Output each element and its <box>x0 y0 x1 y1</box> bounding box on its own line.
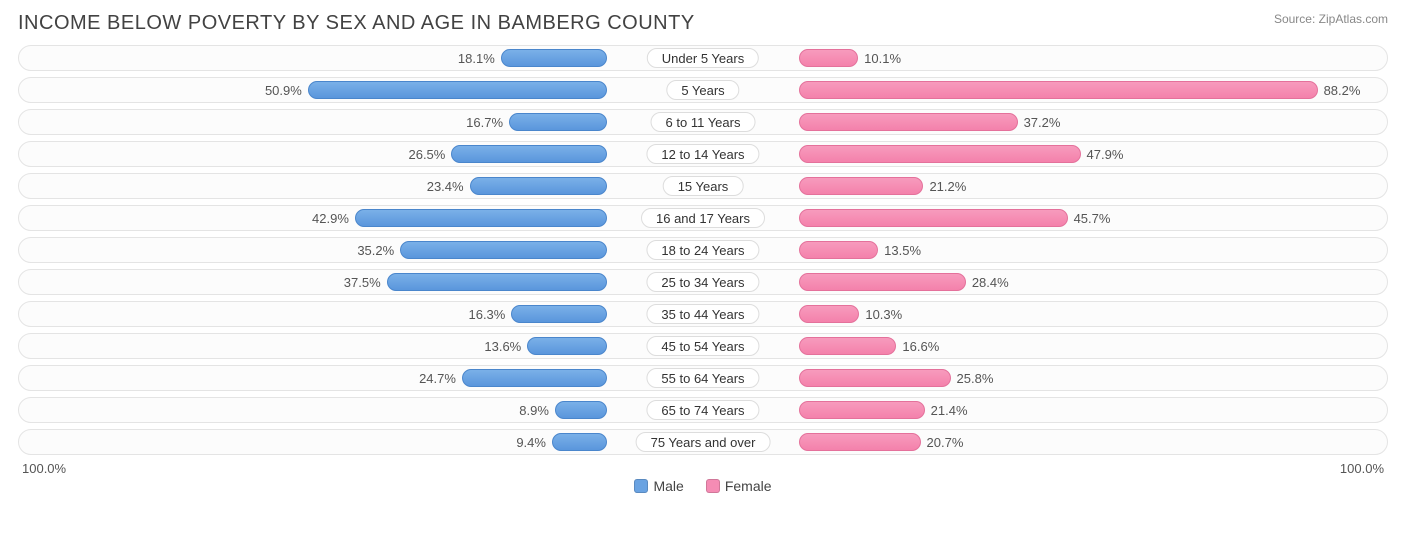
male-value-label: 18.1% <box>458 46 501 70</box>
category-label: Under 5 Years <box>647 48 759 68</box>
category-label: 65 to 74 Years <box>646 400 759 420</box>
category-label: 15 Years <box>663 176 744 196</box>
male-value-label: 8.9% <box>519 398 555 422</box>
male-bar <box>400 241 607 259</box>
male-bar <box>451 145 607 163</box>
male-value-label: 35.2% <box>357 238 400 262</box>
female-value-label: 28.4% <box>966 270 1009 294</box>
category-label: 25 to 34 Years <box>646 272 759 292</box>
axis-left-label: 100.0% <box>22 461 66 476</box>
category-label: 12 to 14 Years <box>646 144 759 164</box>
male-bar <box>511 305 607 323</box>
category-label: 35 to 44 Years <box>646 304 759 324</box>
male-bar <box>527 337 607 355</box>
female-value-label: 88.2% <box>1318 78 1361 102</box>
chart-row: 50.9% 88.2% 5 Years <box>18 77 1388 103</box>
category-label: 55 to 64 Years <box>646 368 759 388</box>
female-value-label: 10.3% <box>859 302 902 326</box>
female-bar <box>799 369 951 387</box>
chart-row: 42.9% 45.7% 16 and 17 Years <box>18 205 1388 231</box>
male-bar <box>462 369 607 387</box>
female-bar <box>799 273 966 291</box>
female-value-label: 25.8% <box>951 366 994 390</box>
female-bar <box>799 209 1068 227</box>
female-bar <box>799 305 860 323</box>
category-label: 18 to 24 Years <box>646 240 759 260</box>
chart-source: Source: ZipAtlas.com <box>1274 12 1388 26</box>
male-swatch-icon <box>634 479 648 493</box>
category-label: 16 and 17 Years <box>641 208 765 228</box>
female-bar <box>799 241 878 259</box>
chart-row: 23.4% 21.2% 15 Years <box>18 173 1388 199</box>
female-value-label: 16.6% <box>896 334 939 358</box>
female-bar <box>799 145 1081 163</box>
female-value-label: 37.2% <box>1018 110 1061 134</box>
male-value-label: 16.3% <box>468 302 511 326</box>
x-axis: 100.0% 100.0% <box>18 461 1388 476</box>
male-bar <box>308 81 607 99</box>
chart-row: 37.5% 28.4% 25 to 34 Years <box>18 269 1388 295</box>
male-value-label: 42.9% <box>312 206 355 230</box>
male-bar <box>470 177 608 195</box>
female-value-label: 13.5% <box>878 238 921 262</box>
male-bar <box>509 113 607 131</box>
male-value-label: 16.7% <box>466 110 509 134</box>
chart-row: 18.1% 10.1% Under 5 Years <box>18 45 1388 71</box>
legend-male-label: Male <box>653 478 683 494</box>
female-value-label: 45.7% <box>1068 206 1111 230</box>
female-value-label: 47.9% <box>1081 142 1124 166</box>
category-label: 45 to 54 Years <box>646 336 759 356</box>
male-bar <box>387 273 608 291</box>
legend-female: Female <box>706 478 772 494</box>
chart-row: 24.7% 25.8% 55 to 64 Years <box>18 365 1388 391</box>
chart-title: INCOME BELOW POVERTY BY SEX AND AGE IN B… <box>18 12 695 35</box>
female-bar <box>799 337 897 355</box>
female-bar <box>799 49 858 67</box>
chart-row: 35.2% 13.5% 18 to 24 Years <box>18 237 1388 263</box>
female-value-label: 21.2% <box>923 174 966 198</box>
male-bar <box>501 49 607 67</box>
chart-row: 9.4% 20.7% 75 Years and over <box>18 429 1388 455</box>
male-value-label: 13.6% <box>484 334 527 358</box>
female-bar <box>799 177 924 195</box>
female-bar <box>799 113 1018 131</box>
chart-header: INCOME BELOW POVERTY BY SEX AND AGE IN B… <box>18 12 1388 35</box>
legend: Male Female <box>18 478 1388 494</box>
category-label: 6 to 11 Years <box>651 112 756 132</box>
male-value-label: 9.4% <box>516 430 552 454</box>
chart-row: 26.5% 47.9% 12 to 14 Years <box>18 141 1388 167</box>
female-swatch-icon <box>706 479 720 493</box>
chart-row: 8.9% 21.4% 65 to 74 Years <box>18 397 1388 423</box>
legend-female-label: Female <box>725 478 772 494</box>
male-value-label: 24.7% <box>419 366 462 390</box>
male-bar <box>555 401 607 419</box>
legend-male: Male <box>634 478 683 494</box>
category-label: 5 Years <box>666 80 739 100</box>
male-value-label: 50.9% <box>265 78 308 102</box>
chart-row: 16.7% 37.2% 6 to 11 Years <box>18 109 1388 135</box>
male-value-label: 37.5% <box>344 270 387 294</box>
diverging-bar-chart: 18.1% 10.1% Under 5 Years 50.9% 88.2% 5 Years… <box>18 45 1388 455</box>
female-bar <box>799 81 1318 99</box>
female-value-label: 10.1% <box>858 46 901 70</box>
male-value-label: 26.5% <box>408 142 451 166</box>
female-value-label: 21.4% <box>925 398 968 422</box>
female-bar <box>799 401 925 419</box>
male-value-label: 23.4% <box>427 174 470 198</box>
axis-right-label: 100.0% <box>1340 461 1384 476</box>
female-bar <box>799 433 921 451</box>
chart-row: 16.3% 10.3% 35 to 44 Years <box>18 301 1388 327</box>
female-value-label: 20.7% <box>921 430 964 454</box>
chart-row: 13.6% 16.6% 45 to 54 Years <box>18 333 1388 359</box>
male-bar <box>355 209 607 227</box>
category-label: 75 Years and over <box>636 432 771 452</box>
male-bar <box>552 433 607 451</box>
